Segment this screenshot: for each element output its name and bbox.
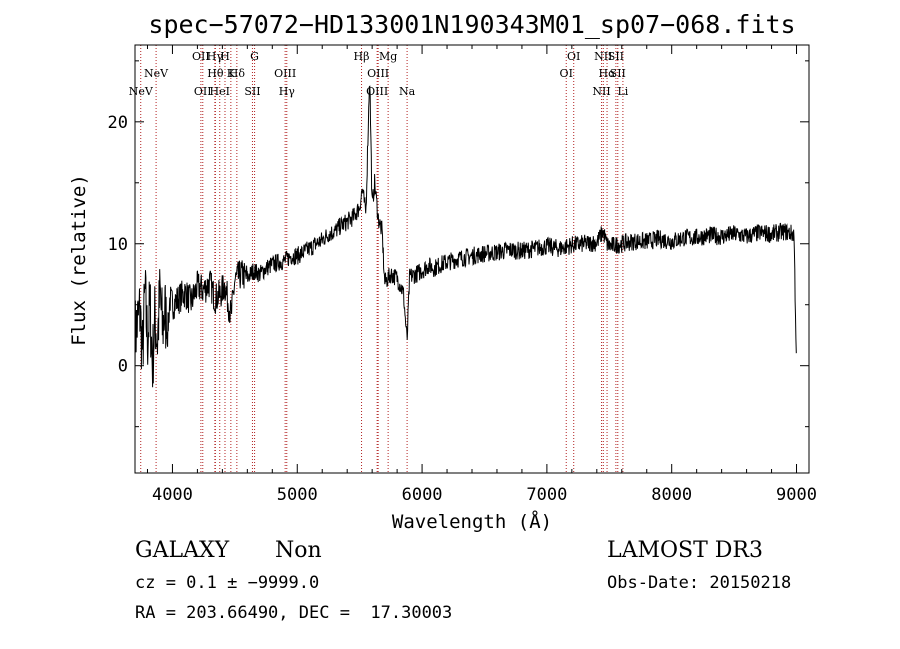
plot-frame bbox=[134, 44, 810, 474]
line-label-4: Hγ bbox=[207, 50, 224, 63]
line-label-0: NeV bbox=[129, 85, 154, 98]
subclass-label: Non bbox=[275, 538, 322, 563]
line-label-24: SII bbox=[608, 50, 624, 63]
line-label-1: NeV bbox=[144, 67, 169, 80]
ra-dec-value: RA = 203.66490, DEC = 17.30003 bbox=[135, 603, 453, 623]
line-label-13: Hγ bbox=[279, 85, 296, 98]
x-tick-label-2: 6000 bbox=[402, 485, 443, 505]
x-tick-label-1: 5000 bbox=[277, 485, 318, 505]
line-label-14: Hβ bbox=[354, 50, 370, 63]
line-label-19: OI bbox=[560, 67, 573, 80]
emission-line-labels: NeVNeVOIIOIIHγHθHeIHKHδSIIGOIIIHγHβOIIIO… bbox=[129, 50, 629, 98]
cz-value: cz = 0.1 ± −9999.0 bbox=[135, 573, 320, 593]
line-label-25: SII bbox=[610, 67, 626, 80]
x-tick-label-4: 8000 bbox=[651, 485, 692, 505]
spectrum-line bbox=[134, 85, 797, 388]
class-label: GALAXY bbox=[135, 538, 230, 563]
line-label-9: Hδ bbox=[229, 67, 246, 80]
line-label-8: K bbox=[227, 67, 236, 80]
line-label-2: OII bbox=[192, 50, 210, 63]
line-label-17: Mg bbox=[379, 50, 397, 63]
line-label-15: OIII bbox=[366, 85, 388, 98]
y-tick-label-2: 20 bbox=[108, 113, 128, 133]
line-label-3: OII bbox=[194, 85, 212, 98]
line-label-20: OI bbox=[567, 50, 580, 63]
x-axis-label: Wavelength (Å) bbox=[392, 510, 552, 533]
line-label-6: HeI bbox=[210, 85, 230, 98]
y-tick-label-0: 0 bbox=[118, 357, 128, 377]
x-tick-label-5: 9000 bbox=[776, 485, 817, 505]
axis-ticks: 4000 5000 6000 7000 8000 9000 0 10 20 bbox=[108, 45, 817, 505]
line-label-11: G bbox=[250, 50, 259, 63]
x-tick-label-3: 7000 bbox=[526, 485, 567, 505]
obs-date: Obs-Date: 20150218 bbox=[607, 573, 792, 593]
line-label-5: Hθ bbox=[207, 67, 224, 80]
chart-title: spec−57072−HD133001N190343M01_sp07−068.f… bbox=[148, 10, 795, 39]
line-label-22: NII bbox=[594, 50, 612, 63]
line-label-12: OIII bbox=[274, 67, 296, 80]
line-label-18: Na bbox=[399, 85, 416, 98]
line-label-16: OIII bbox=[367, 67, 389, 80]
line-label-21: NII bbox=[592, 85, 610, 98]
x-tick-label-0: 4000 bbox=[152, 485, 193, 505]
line-label-23: Hα bbox=[599, 67, 617, 80]
line-label-26: Li bbox=[617, 85, 628, 98]
y-tick-label-1: 10 bbox=[108, 235, 128, 255]
y-axis-label: Flux (relative) bbox=[68, 174, 90, 346]
line-label-10: SII bbox=[244, 85, 260, 98]
line-label-7: H bbox=[220, 50, 230, 63]
emission-line-markers bbox=[140, 45, 624, 473]
survey-label: LAMOST DR3 bbox=[607, 538, 763, 563]
